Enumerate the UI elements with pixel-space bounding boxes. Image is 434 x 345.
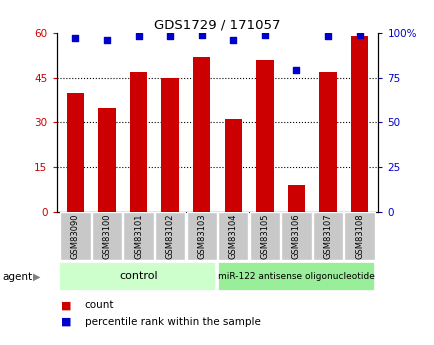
Bar: [67, 92, 84, 212]
Text: GSM83107: GSM83107: [323, 214, 332, 259]
Text: miR-122 antisense oligonucleotide: miR-122 antisense oligonucleotide: [217, 272, 374, 281]
Bar: [344, 212, 374, 260]
Bar: [224, 119, 241, 212]
Point: [103, 37, 110, 43]
Text: ▶: ▶: [33, 272, 40, 282]
Text: agent: agent: [2, 272, 32, 282]
Point: [355, 32, 362, 37]
Point: [261, 32, 268, 37]
Text: ■: ■: [61, 317, 71, 326]
Text: GSM83103: GSM83103: [197, 214, 206, 259]
Text: GSM83101: GSM83101: [134, 214, 143, 259]
Point: [229, 37, 236, 43]
Text: GSM83100: GSM83100: [102, 214, 111, 259]
Text: GSM83104: GSM83104: [228, 214, 237, 259]
Bar: [350, 36, 367, 212]
Bar: [312, 212, 342, 260]
Text: GSM83106: GSM83106: [291, 214, 300, 259]
Bar: [217, 212, 248, 260]
Bar: [193, 57, 210, 212]
Text: ■: ■: [61, 300, 71, 310]
Bar: [256, 60, 273, 212]
Bar: [218, 263, 374, 290]
Bar: [60, 212, 90, 260]
Point: [166, 33, 173, 39]
Point: [292, 68, 299, 73]
Title: GDS1729 / 171057: GDS1729 / 171057: [154, 19, 280, 32]
Bar: [155, 212, 185, 260]
Bar: [130, 72, 147, 212]
Bar: [249, 212, 279, 260]
Text: GSM83105: GSM83105: [260, 214, 269, 259]
Text: control: control: [119, 272, 158, 281]
Bar: [287, 185, 304, 212]
Point: [198, 32, 205, 37]
Bar: [92, 212, 122, 260]
Text: GSM83108: GSM83108: [354, 214, 363, 259]
Point: [135, 33, 142, 39]
Bar: [98, 108, 115, 212]
Text: percentile rank within the sample: percentile rank within the sample: [85, 317, 260, 326]
Bar: [123, 212, 153, 260]
Text: GSM83090: GSM83090: [71, 214, 80, 259]
Text: count: count: [85, 300, 114, 310]
Bar: [161, 78, 178, 212]
Point: [72, 36, 79, 41]
Text: GSM83102: GSM83102: [165, 214, 174, 259]
Bar: [319, 72, 336, 212]
Bar: [186, 212, 217, 260]
Point: [324, 33, 331, 39]
Bar: [281, 212, 311, 260]
Bar: [59, 263, 215, 290]
